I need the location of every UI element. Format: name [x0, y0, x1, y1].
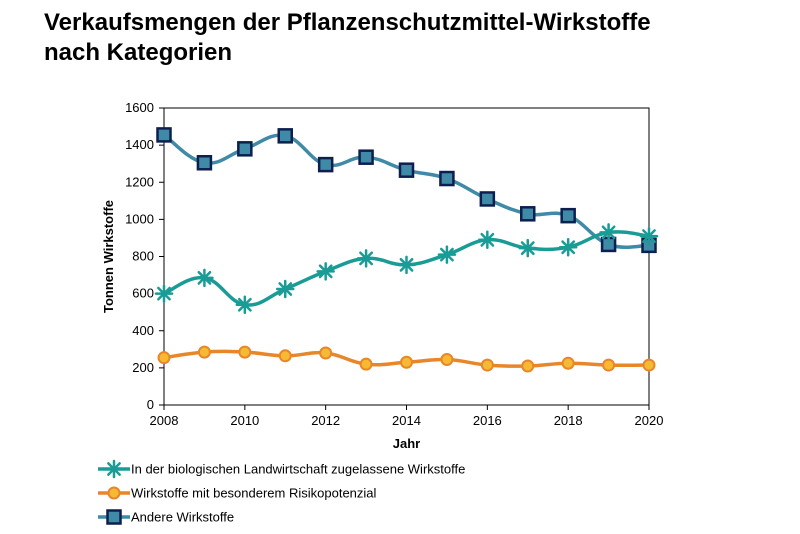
x-tick-label: 2008	[150, 413, 179, 428]
legend-item: In der biologischen Landwirtschaft zugel…	[98, 459, 465, 479]
data-point	[316, 262, 335, 281]
data-point	[400, 355, 413, 369]
data-point	[599, 223, 618, 242]
y-tick-label: 0	[147, 397, 154, 412]
x-axis-label: Jahr	[393, 436, 420, 451]
data-point	[520, 206, 536, 222]
data-point	[238, 345, 252, 359]
data-point	[277, 128, 293, 144]
asterisk-stroke	[642, 229, 656, 243]
data-point	[276, 279, 295, 299]
data-point	[440, 353, 454, 367]
asterisk-stroke	[399, 257, 414, 272]
y-tick-label: 1400	[125, 137, 154, 152]
series-square	[156, 127, 657, 254]
y-tick-label: 1200	[125, 174, 154, 189]
data-point	[561, 356, 575, 370]
data-point	[639, 226, 659, 246]
x-tick-label: 2010	[230, 413, 259, 428]
data-point	[154, 284, 174, 303]
y-tick-label: 200	[132, 360, 154, 375]
legend-marker	[106, 509, 122, 525]
legend-item: Wirkstoffe mit besonderem Risikopotenzia…	[98, 486, 377, 501]
asterisk-stroke	[278, 282, 293, 296]
legend-marker	[107, 486, 121, 500]
asterisk-stroke	[318, 264, 333, 279]
asterisk-stroke	[601, 225, 616, 240]
data-point	[437, 245, 457, 264]
data-point	[479, 191, 496, 207]
y-axis-label: Tonnen Wirkstoffe	[101, 200, 116, 313]
data-point	[359, 357, 373, 371]
data-point	[397, 255, 416, 275]
series-layer	[154, 127, 659, 373]
data-point	[278, 349, 292, 363]
y-tick-label: 1000	[125, 211, 154, 226]
data-point	[602, 358, 616, 372]
legend-item: Andere Wirkstoffe	[98, 509, 234, 525]
data-point	[157, 351, 171, 365]
asterisk-stroke	[157, 286, 171, 301]
x-tick-label: 2012	[311, 413, 340, 428]
data-point	[356, 249, 376, 268]
data-point	[560, 207, 576, 224]
y-tick-label: 1600	[125, 100, 154, 115]
data-point	[156, 127, 172, 143]
y-tick-label: 800	[132, 249, 154, 264]
asterisk-stroke	[359, 251, 373, 266]
axes: 0 200 400 600 800 1000 1200 1400 1600 2008 2010 201…	[101, 100, 663, 451]
legend-label: In der biologischen Landwirtschaft zugel…	[131, 462, 465, 477]
title-line-2: nach Kategorien	[44, 39, 233, 66]
series-asterisk	[154, 223, 659, 315]
asterisk-stroke	[107, 462, 121, 476]
data-point	[558, 237, 578, 257]
data-point	[480, 358, 494, 372]
data-point	[642, 358, 656, 372]
asterisk-stroke	[440, 247, 454, 262]
asterisk-stroke	[520, 241, 535, 256]
title-line-1: Verkaufsmengen der Pflanzenschutzmittel-…	[44, 9, 651, 36]
legend-marker	[104, 459, 124, 479]
data-point	[317, 156, 334, 173]
data-point	[358, 149, 374, 165]
x-tick-label: 2016	[473, 413, 502, 428]
data-point	[195, 268, 214, 288]
data-point	[235, 295, 255, 315]
series-line	[162, 133, 650, 250]
data-point	[197, 345, 211, 359]
data-point	[237, 141, 253, 157]
legend: In der biologischen Landwirtschaft zugel…	[98, 459, 465, 525]
x-tick-label: 2014	[392, 413, 421, 428]
y-tick-label: 400	[132, 323, 154, 338]
data-point	[196, 155, 213, 171]
x-tick-label: 2020	[635, 413, 664, 428]
legend-label: Andere Wirkstoffe	[131, 510, 234, 525]
chart-title: Verkaufsmengen der Pflanzenschutzmittel-…	[44, 8, 784, 68]
y-tick-label: 600	[132, 286, 154, 301]
data-point	[439, 170, 455, 187]
data-point	[319, 346, 333, 360]
data-point	[478, 230, 497, 250]
data-point	[521, 359, 535, 373]
asterisk-stroke	[561, 240, 576, 255]
asterisk-stroke	[480, 232, 495, 247]
x-tick-label: 2018	[554, 413, 583, 428]
series-circle	[157, 345, 656, 373]
asterisk-stroke	[197, 270, 212, 285]
data-point	[518, 238, 537, 258]
asterisk-stroke	[237, 297, 252, 312]
legend-label: Wirkstoffe mit besonderem Risikopotenzia…	[131, 486, 377, 501]
data-point	[398, 162, 415, 178]
